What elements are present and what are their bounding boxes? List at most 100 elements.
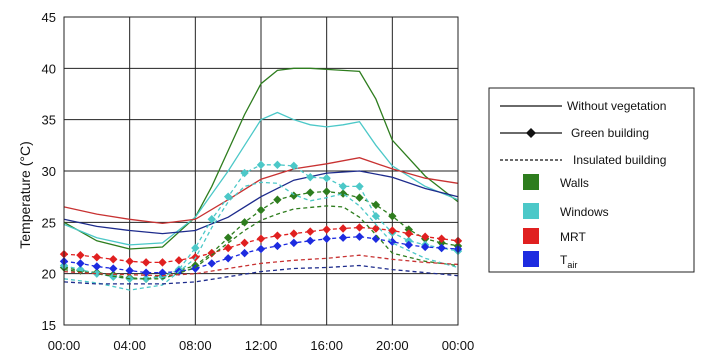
- data-point: [76, 259, 85, 268]
- data-point: [306, 227, 315, 236]
- legend-label: MRT: [560, 230, 586, 244]
- data-point: [256, 234, 266, 243]
- series-walls-insulated-building: [63, 205, 459, 280]
- data-point: [240, 238, 249, 248]
- y-tick-label: 35: [42, 113, 56, 128]
- data-point: [322, 225, 331, 234]
- data-point: [371, 211, 381, 221]
- data-point: [306, 188, 315, 197]
- data-point: [371, 234, 381, 243]
- data-point: [109, 264, 118, 273]
- data-point: [207, 215, 216, 224]
- x-axis-ticks: 00:00 04:00 08:00 12:00 16:00 20:00 00:00: [48, 338, 475, 353]
- data-point: [125, 257, 134, 266]
- data-point: [355, 193, 364, 202]
- data-point: [289, 191, 299, 200]
- series-line: [63, 181, 459, 291]
- data-point: [223, 254, 233, 263]
- data-point: [404, 240, 413, 250]
- legend-label: Windows: [560, 205, 609, 219]
- y-axis-label: Temperature (°C): [17, 141, 33, 249]
- data-point: [240, 248, 249, 258]
- data-point: [289, 238, 299, 248]
- y-tick-label: 40: [42, 61, 56, 76]
- data-point: [158, 258, 167, 267]
- series-t-air-insulated-building: [63, 264, 459, 285]
- data-point: [92, 253, 102, 262]
- series-line: [63, 264, 459, 285]
- series-line: [63, 67, 459, 250]
- data-point: [223, 192, 233, 201]
- data-point: [437, 243, 446, 253]
- data-point: [92, 269, 102, 278]
- legend: Without vegetation Green building Insulate…: [488, 87, 695, 273]
- data-point: [256, 205, 266, 215]
- data-point: [240, 168, 249, 178]
- data-point: [125, 266, 134, 275]
- y-tick-label: 45: [42, 10, 56, 25]
- data-point: [256, 160, 266, 170]
- series-mrt-without-vegetation: [63, 157, 459, 225]
- data-point: [256, 244, 266, 254]
- data-point: [207, 259, 216, 268]
- series-line: [63, 170, 459, 235]
- legend-label: Walls: [560, 176, 589, 190]
- series-windows-insulated-building: [63, 181, 459, 291]
- data-point: [223, 243, 233, 253]
- data-point: [322, 187, 331, 196]
- series-windows-without-vegetation: [63, 111, 459, 246]
- series-line: [63, 254, 459, 277]
- data-point: [273, 241, 282, 251]
- x-tick-label: 04:00: [113, 338, 146, 353]
- legend-swatch: [523, 228, 539, 244]
- data-point: [191, 243, 200, 253]
- data-point: [420, 242, 430, 252]
- y-axis-ticks: 15 20 25 30 35 40 45: [42, 10, 56, 333]
- legend-swatch: [523, 174, 539, 190]
- x-tick-label: 00:00: [442, 338, 475, 353]
- data-point: [355, 223, 364, 232]
- data-point: [273, 231, 282, 240]
- data-point: [388, 211, 397, 221]
- x-tick-label: 12:00: [245, 338, 278, 353]
- data-point: [207, 248, 216, 258]
- data-point: [388, 226, 397, 235]
- series-line: [63, 205, 459, 280]
- data-point: [158, 268, 167, 277]
- data-point: [371, 200, 381, 210]
- data-point: [338, 224, 348, 233]
- series-line: [63, 111, 459, 246]
- data-point: [141, 258, 151, 267]
- data-point: [355, 232, 364, 241]
- data-point: [273, 160, 282, 170]
- series-t-air-green-building: [59, 232, 463, 277]
- data-point: [404, 229, 413, 238]
- data-point: [322, 234, 331, 243]
- data-point: [306, 172, 315, 182]
- legend-swatch: [523, 251, 539, 267]
- data-point: [76, 250, 85, 260]
- y-tick-label: 25: [42, 215, 56, 230]
- x-tick-label: 16:00: [310, 338, 343, 353]
- legend-swatch: [523, 203, 539, 219]
- x-tick-label: 00:00: [48, 338, 81, 353]
- y-tick-label: 15: [42, 318, 56, 333]
- y-tick-label: 30: [42, 164, 56, 179]
- data-point: [174, 256, 184, 265]
- data-point: [273, 195, 282, 204]
- legend-label: Tair: [560, 253, 577, 270]
- data-point: [306, 236, 315, 246]
- series-mrt-insulated-building: [63, 254, 459, 277]
- data-point: [289, 161, 299, 171]
- data-point: [289, 229, 299, 238]
- legend-label: Without vegetation: [567, 99, 666, 113]
- data-point: [141, 274, 151, 283]
- data-point: [420, 232, 430, 241]
- legend-box: [488, 87, 695, 273]
- data-point: [437, 234, 446, 243]
- data-point: [322, 173, 331, 183]
- data-point: [338, 182, 348, 191]
- x-tick-label: 20:00: [376, 338, 409, 353]
- data-point: [109, 255, 118, 264]
